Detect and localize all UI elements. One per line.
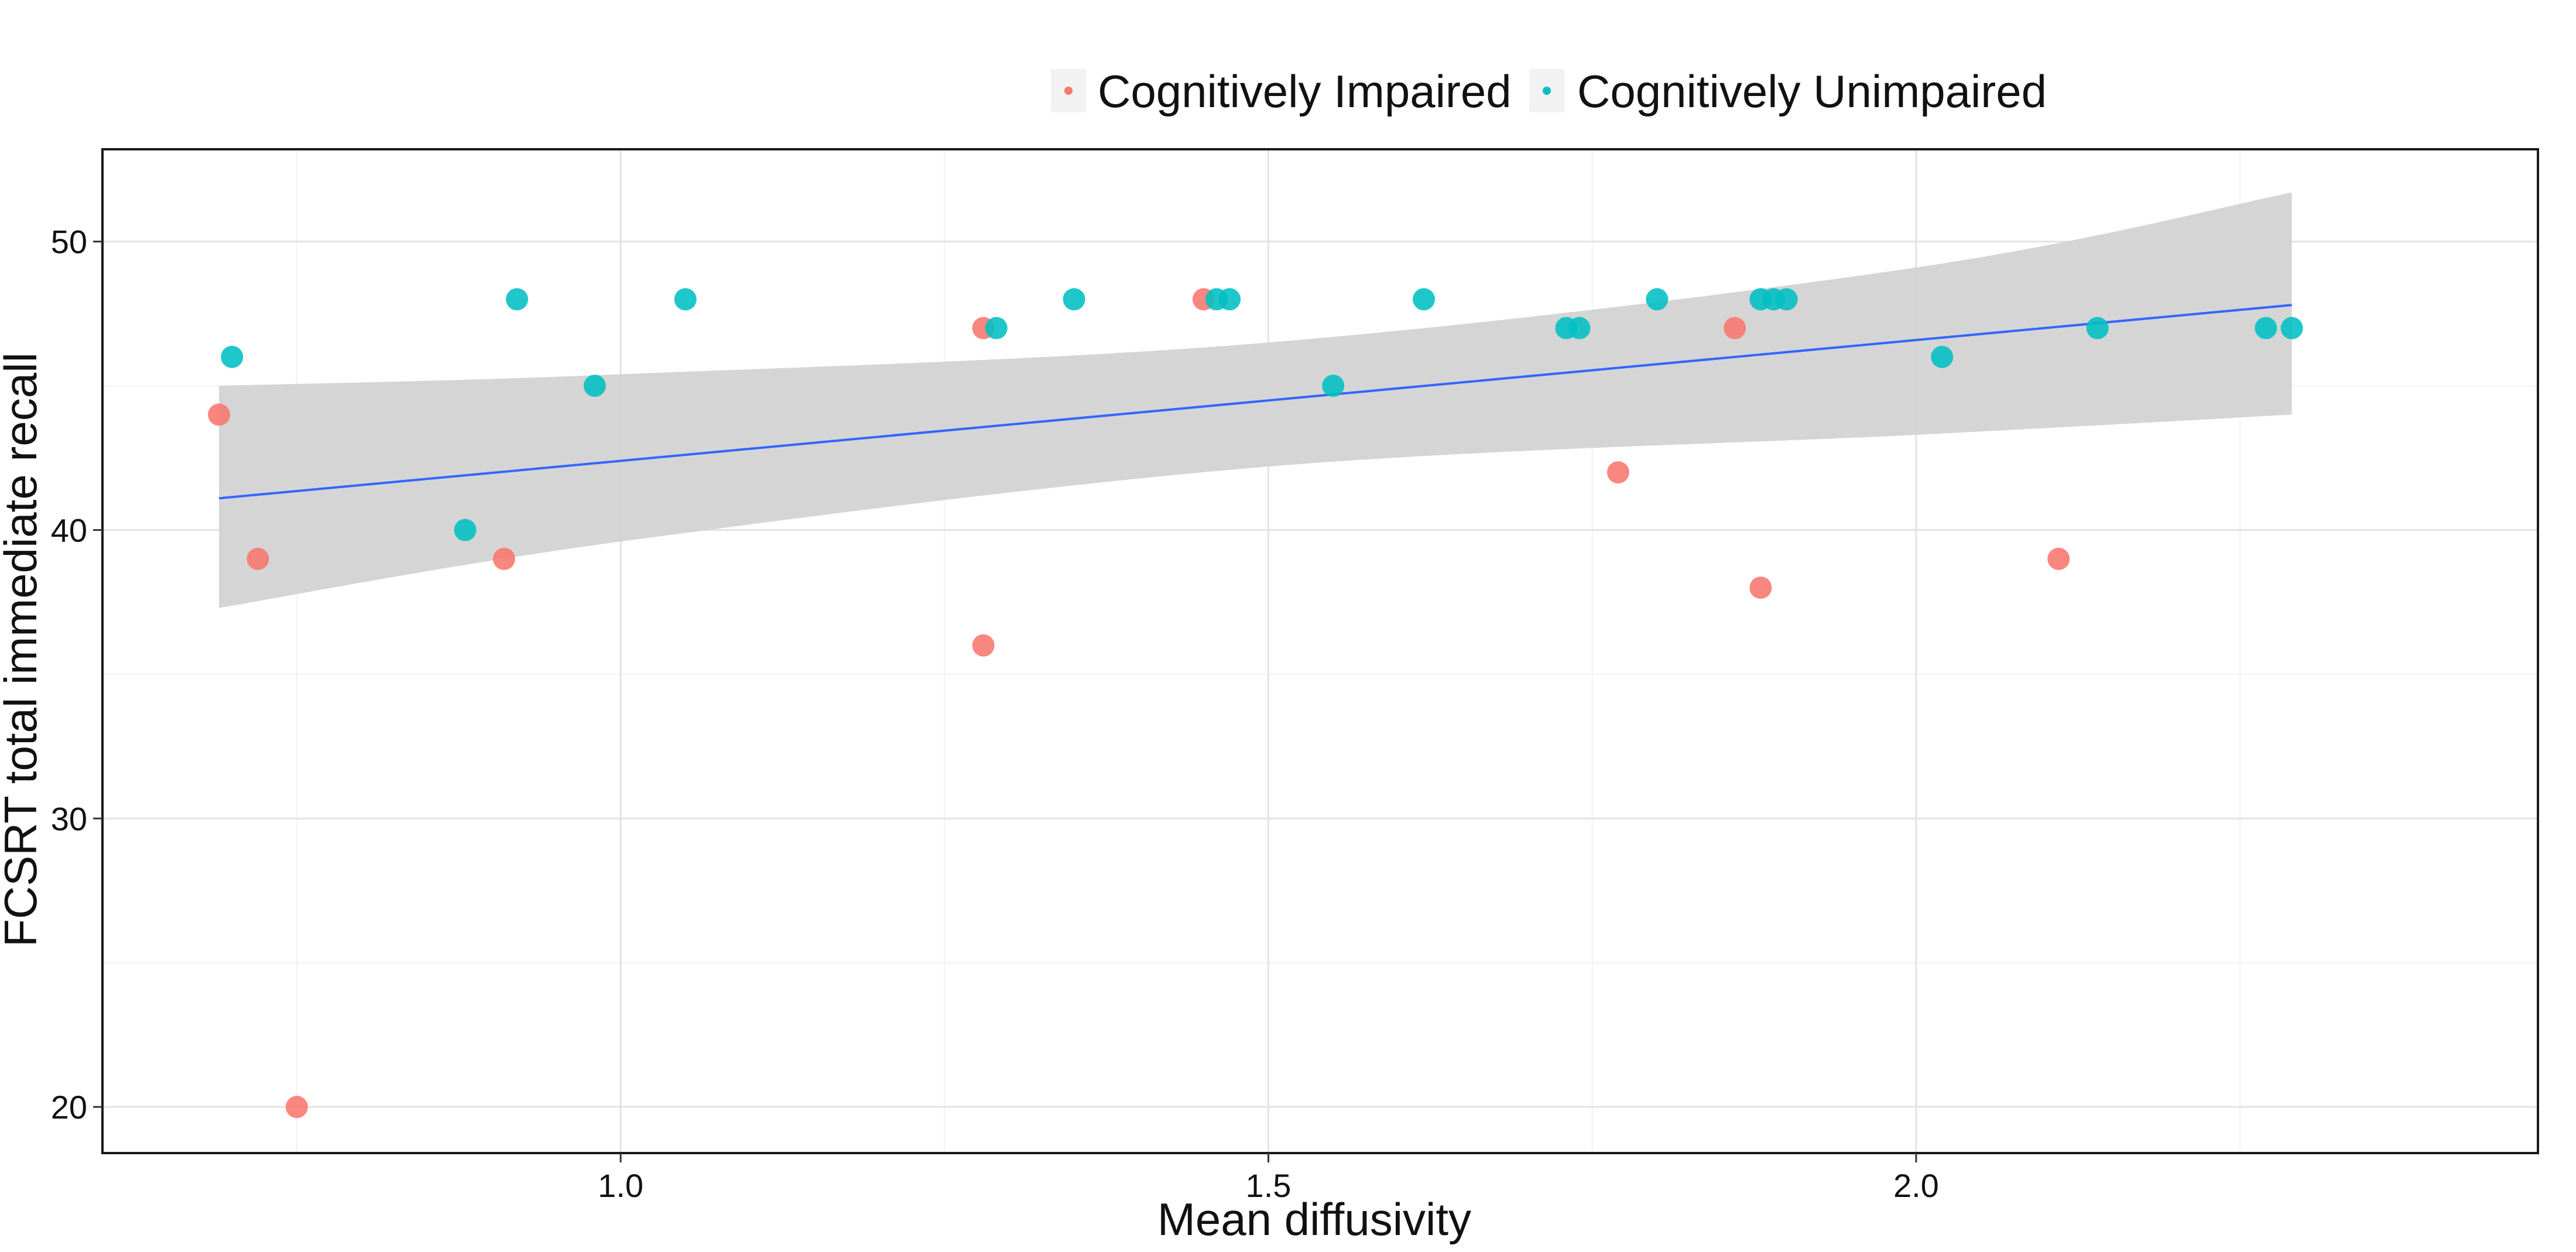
point-unimpaired (454, 519, 477, 541)
point-impaired (246, 547, 269, 570)
legend-dot-impaired (1064, 87, 1073, 95)
point-impaired (285, 1096, 308, 1119)
point-unimpaired (2280, 317, 2303, 339)
point-impaired (972, 634, 995, 657)
y-tick-label: 50 (51, 224, 87, 260)
plot-panel-border (101, 148, 2539, 1154)
point-unimpaired (1413, 288, 1436, 311)
legend-label-unimpaired: Cognitively Unimpaired (1577, 66, 2047, 117)
x-tick-label: 1.5 (1246, 1167, 1292, 1204)
point-unimpaired (2086, 317, 2109, 339)
point-impaired (1724, 317, 1746, 339)
y-tick-label: 30 (51, 800, 87, 837)
point-impaired (492, 547, 515, 570)
point-unimpaired (1218, 288, 1241, 311)
point-unimpaired (985, 317, 1008, 339)
legend: Cognitively Impaired Cognitively Unimpai… (1051, 66, 2047, 117)
y-axis-title: FCSRT total immediate recall (0, 352, 46, 947)
point-unimpaired (583, 375, 606, 397)
x-axis-title: Mean diffusivity (1157, 1193, 1471, 1245)
point-unimpaired (1322, 375, 1345, 397)
point-unimpaired (506, 288, 529, 311)
point-impaired (1606, 461, 1629, 483)
x-tick-label: 1.0 (598, 1167, 643, 1204)
point-unimpaired (1063, 288, 1085, 311)
legend-dot-unimpaired (1543, 87, 1551, 95)
point-unimpaired (221, 345, 244, 368)
point-impaired (2047, 547, 2070, 570)
point-unimpaired (2255, 317, 2277, 339)
x-axis-ticks: 1.0 1.5 2.0 (598, 1153, 1939, 1204)
x-tick-label: 2.0 (1893, 1167, 1939, 1204)
points-layer (208, 288, 2303, 1119)
legend-label-impaired: Cognitively Impaired (1098, 66, 1512, 117)
point-impaired (208, 403, 231, 426)
y-axis-ticks: 20 30 40 50 (51, 224, 102, 1126)
regression-line (218, 304, 2292, 500)
fit-line-layer (218, 304, 2292, 500)
point-unimpaired (1775, 288, 1798, 311)
y-tick-label: 40 (51, 512, 87, 549)
point-unimpaired (1931, 345, 1954, 368)
point-unimpaired (1568, 317, 1591, 339)
point-unimpaired (1646, 288, 1669, 311)
y-tick-label: 20 (51, 1089, 87, 1126)
point-unimpaired (674, 288, 697, 311)
point-impaired (1749, 577, 1772, 599)
